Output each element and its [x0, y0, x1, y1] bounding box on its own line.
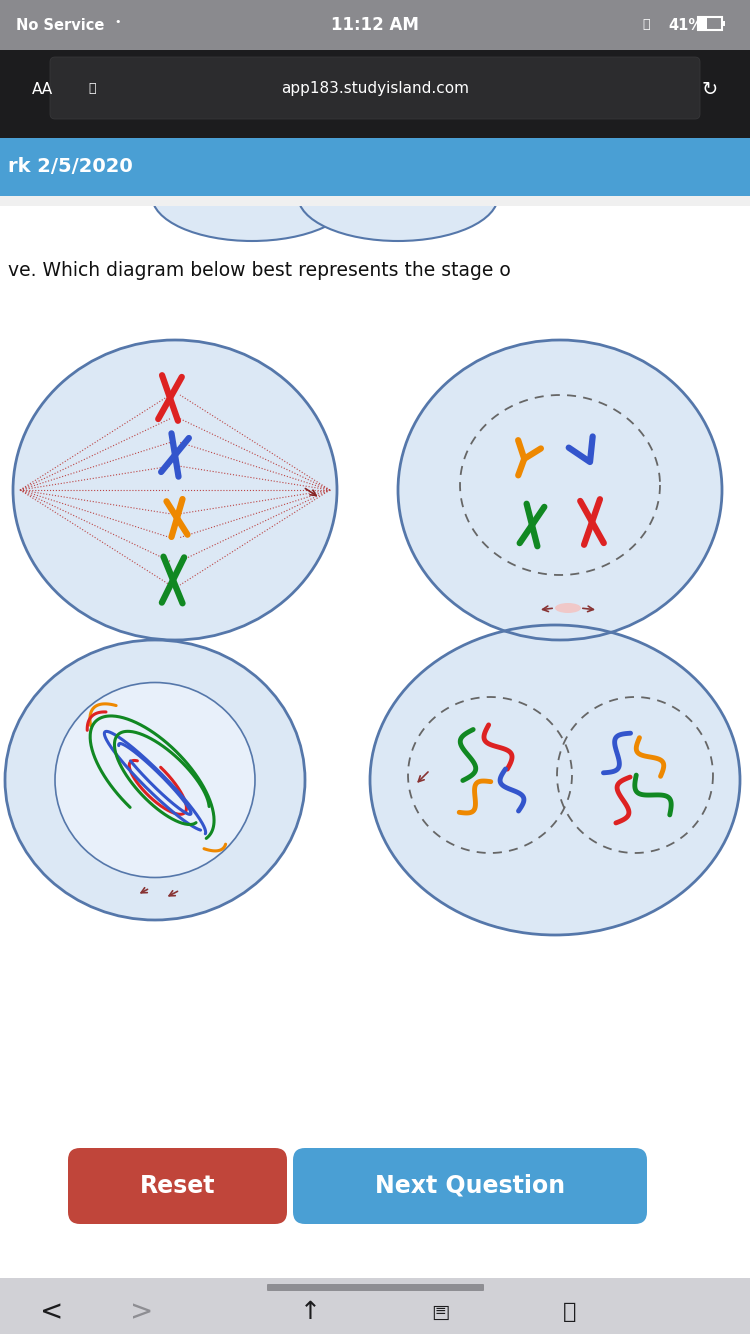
- Ellipse shape: [370, 626, 740, 935]
- Text: □: □: [430, 1302, 449, 1322]
- Bar: [0, 137, 750, 196]
- Bar: [0, 0, 750, 196]
- Ellipse shape: [298, 151, 498, 241]
- Bar: [699, 17, 707, 29]
- Text: •: •: [114, 17, 121, 27]
- Text: AA: AA: [32, 81, 53, 96]
- Ellipse shape: [398, 340, 722, 640]
- Text: >: >: [130, 1298, 154, 1326]
- Text: <: <: [40, 1298, 64, 1326]
- Bar: [0, 196, 750, 205]
- Ellipse shape: [55, 683, 255, 878]
- Text: Next Question: Next Question: [375, 1174, 565, 1198]
- Text: Reset: Reset: [140, 1174, 216, 1198]
- Ellipse shape: [13, 340, 337, 640]
- Text: 41%: 41%: [668, 17, 704, 32]
- Text: ↑: ↑: [299, 1301, 320, 1325]
- Text: app183.studyisland.com: app183.studyisland.com: [281, 81, 469, 96]
- Text: ve. Which diagram below best represents the stage o: ve. Which diagram below best represents …: [8, 260, 511, 280]
- Text: ↻: ↻: [702, 80, 718, 99]
- Bar: [0, 1278, 750, 1334]
- Ellipse shape: [152, 151, 352, 241]
- Text: No Service: No Service: [16, 17, 104, 32]
- Bar: [0, 1137, 750, 1278]
- FancyBboxPatch shape: [267, 1285, 484, 1291]
- Text: rk 2/5/2020: rk 2/5/2020: [8, 157, 133, 176]
- Bar: [0, 196, 750, 1277]
- Text: 11:12 AM: 11:12 AM: [331, 16, 419, 33]
- Bar: [0, 49, 750, 137]
- Ellipse shape: [555, 603, 581, 614]
- Bar: [722, 21, 725, 25]
- FancyBboxPatch shape: [293, 1149, 647, 1225]
- Ellipse shape: [5, 640, 305, 920]
- FancyBboxPatch shape: [68, 1149, 287, 1225]
- Text: ⏰: ⏰: [642, 19, 650, 32]
- Bar: [0, 0, 750, 49]
- FancyBboxPatch shape: [50, 57, 700, 119]
- Text: ≡: ≡: [434, 1305, 445, 1318]
- Bar: [0, 1290, 750, 1334]
- Text: ⧈: ⧈: [563, 1302, 577, 1322]
- Text: 🔒: 🔒: [88, 83, 95, 96]
